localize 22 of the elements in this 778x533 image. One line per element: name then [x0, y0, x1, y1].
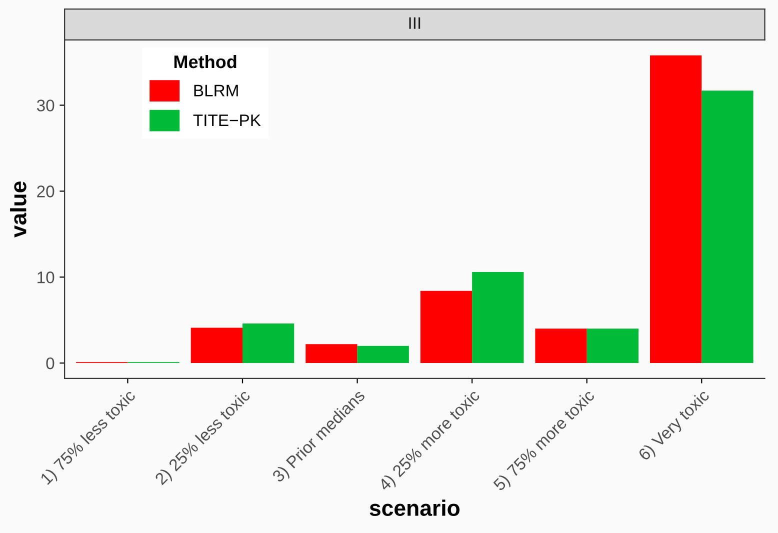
legend-title: Method — [174, 54, 236, 68]
chart-title: III — [409, 17, 420, 29]
bar — [242, 324, 294, 364]
y-axis-title: value — [10, 182, 26, 238]
bar — [586, 328, 639, 364]
bar — [357, 346, 409, 364]
y-tick-label: 0 — [46, 357, 54, 370]
y-tick-label: 30 — [36, 100, 54, 112]
legend-label: BLRM — [194, 84, 238, 96]
bar — [535, 328, 587, 364]
bar — [650, 55, 702, 364]
x-axis-title: scenario — [370, 500, 460, 516]
y-tick-label: 10 — [38, 272, 54, 284]
bar — [472, 272, 524, 364]
legend-label: TITE−PK — [193, 114, 261, 126]
bar — [702, 90, 754, 364]
y-tick-label: 20 — [37, 186, 54, 198]
bar — [190, 328, 242, 364]
bar — [420, 290, 472, 364]
x-tick-label: 6) Very toxic — [637, 388, 712, 464]
bar — [306, 344, 358, 364]
x-tick-label: 1) 75% less toxic — [40, 388, 138, 488]
